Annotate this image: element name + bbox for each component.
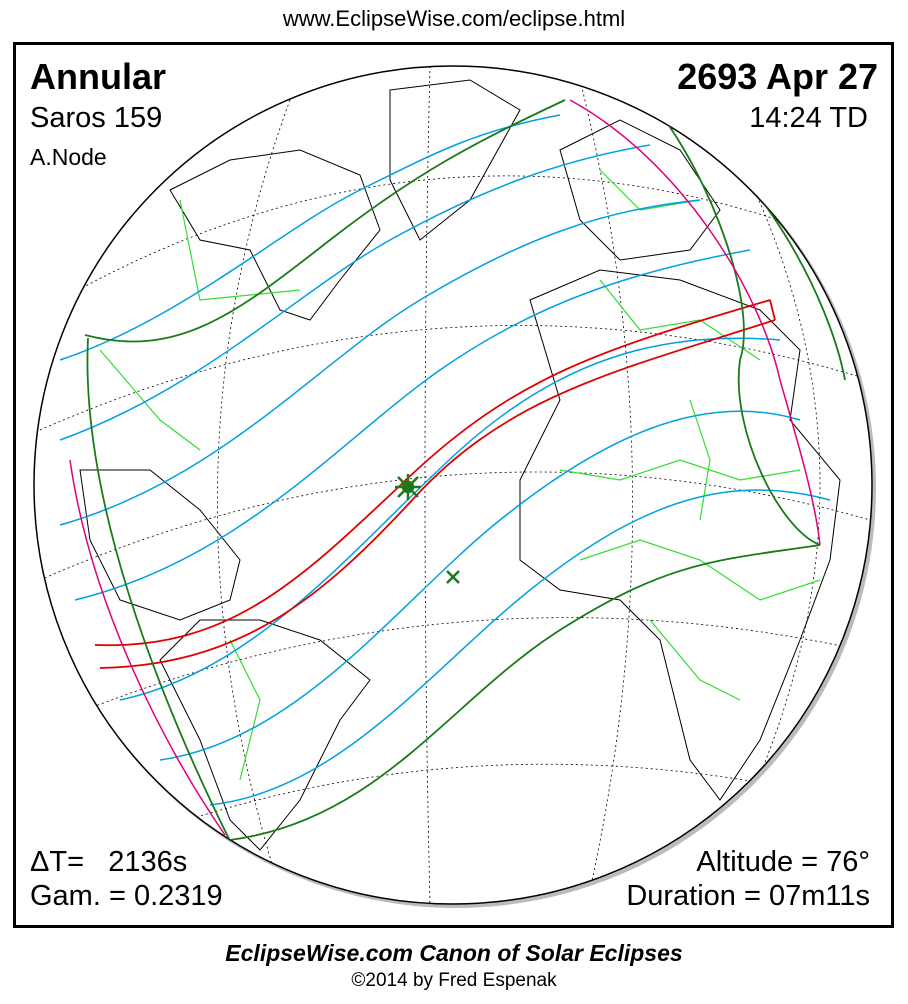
political-borders <box>99 169 821 781</box>
source-url: www.EclipseWise.com/eclipse.html <box>282 6 626 31</box>
rise-set-curves <box>69 99 821 836</box>
altitude: Altitude = 76° <box>696 846 870 878</box>
eclipse-time: 14:24 TD <box>749 102 868 134</box>
copyright: ©2014 by Fred Espenak <box>351 970 557 991</box>
duration: Duration = 07m11s <box>626 880 870 912</box>
map-frame <box>13 42 894 928</box>
subsolar-point-marker <box>446 570 460 584</box>
gamma: Gam. = 0.2319 <box>30 880 223 912</box>
coastlines <box>79 79 841 851</box>
globe <box>33 65 873 905</box>
canon-title: EclipseWise.com Canon of Solar Eclipses <box>225 940 683 966</box>
magnitude-contours <box>59 114 831 806</box>
node: A.Node <box>30 144 107 170</box>
eclipse-date: 2693 Apr 27 <box>677 56 878 97</box>
saros-number: Saros 159 <box>30 102 163 134</box>
delta-t: ΔT= 2136s <box>30 846 188 878</box>
greatest-eclipse-marker <box>395 474 421 500</box>
eclipse-type: Annular <box>30 56 167 97</box>
